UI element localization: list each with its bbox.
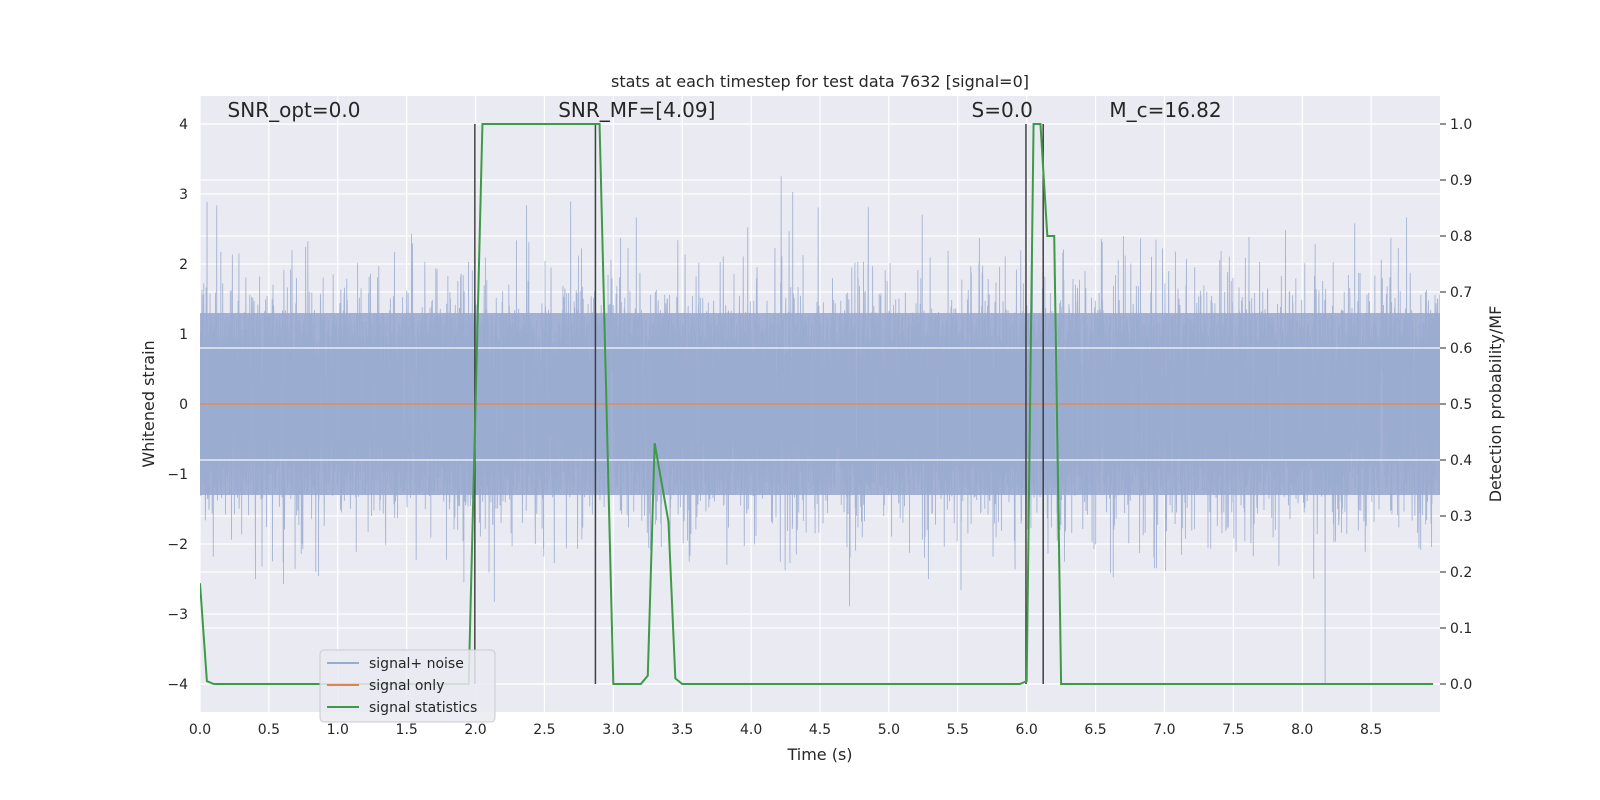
x-tick-label: 6.5 xyxy=(1084,722,1106,738)
x-tick-label: 8.0 xyxy=(1291,722,1313,738)
annotation-snr-mf: SNR_MF=[4.09] xyxy=(558,98,715,122)
y-tick-label-left: 1 xyxy=(179,327,188,343)
y-tick-label-left: −4 xyxy=(167,677,188,693)
y-axis-right: 1.0 0.9 0.8 0.7 0.6 0.5 0.4 0.3 0.2 0.1 0.0 xyxy=(1440,117,1472,693)
x-tick-label: 2.5 xyxy=(533,722,555,738)
x-tick-label: 4.0 xyxy=(740,722,762,738)
y-tick-label-right: 0.2 xyxy=(1450,565,1472,581)
y-tick-label-right: 1.0 xyxy=(1450,117,1472,133)
y-tick-label-left: −1 xyxy=(167,467,188,483)
x-tick-label: 7.5 xyxy=(1222,722,1244,738)
annotation-snr-opt: SNR_opt=0.0 xyxy=(228,98,361,122)
y-axis-left: 4 3 2 1 0 −1 −2 −3 −4 xyxy=(167,117,188,693)
y-tick-label-left: 4 xyxy=(179,117,188,133)
y-tick-label-left: 3 xyxy=(179,187,188,203)
x-tick-label: 1.5 xyxy=(396,722,418,738)
annotation-s-value: S=0.0 xyxy=(972,98,1033,122)
y-tick-label-left: −3 xyxy=(167,607,188,623)
annotation-mc-value: M_c=16.82 xyxy=(1109,98,1221,122)
x-tick-label: 8.5 xyxy=(1360,722,1382,738)
y-tick-label-right: 0.1 xyxy=(1450,621,1472,637)
x-axis: 0.0 0.5 1.0 1.5 2.0 2.5 3.0 3.5 4.0 4.5 5.0 5.5 6.0 6… xyxy=(189,722,1382,738)
x-tick-label: 7.0 xyxy=(1153,722,1175,738)
y-tick-label-right: 0.7 xyxy=(1450,285,1472,301)
y-tick-label-right: 0.0 xyxy=(1450,677,1472,693)
legend: signal+ noise signal only signal statist… xyxy=(319,649,496,723)
legend-box xyxy=(319,649,496,723)
y-tick-label-right: 0.3 xyxy=(1450,509,1472,525)
legend-label-signal-only: signal only xyxy=(369,678,444,694)
y-tick-label-left: 2 xyxy=(179,257,188,273)
x-tick-label: 3.5 xyxy=(671,722,693,738)
x-tick-label: 4.5 xyxy=(809,722,831,738)
legend-label-signal-statistics: signal statistics xyxy=(369,700,477,716)
x-tick-label: 5.0 xyxy=(878,722,900,738)
y-tick-label-right: 0.6 xyxy=(1450,341,1472,357)
y-axis-right-label: Detection probability/MF xyxy=(1486,306,1505,503)
x-tick-label: 2.0 xyxy=(464,722,486,738)
y-tick-label-right: 0.5 xyxy=(1450,397,1472,413)
x-tick-label: 3.0 xyxy=(602,722,624,738)
x-tick-label: 5.5 xyxy=(947,722,969,738)
x-tick-label: 6.0 xyxy=(1016,722,1038,738)
annotations: SNR_opt=0.0 SNR_MF=[4.09] S=0.0 M_c=16.82 xyxy=(228,98,1222,122)
y-axis-left-label: Whitened strain xyxy=(139,340,158,467)
x-tick-label: 0.5 xyxy=(258,722,280,738)
x-axis-label: Time (s) xyxy=(786,745,852,764)
y-tick-label-left: −2 xyxy=(167,537,188,553)
y-tick-label-right: 0.4 xyxy=(1450,453,1472,469)
chart-title: stats at each timestep for test data 763… xyxy=(611,72,1029,91)
x-tick-label: 1.0 xyxy=(327,722,349,738)
y-tick-label-right: 0.8 xyxy=(1450,229,1472,245)
y-tick-label-left: 0 xyxy=(179,397,188,413)
legend-label-signal-plus-noise: signal+ noise xyxy=(369,656,464,672)
y-tick-label-right: 0.9 xyxy=(1450,173,1472,189)
x-tick-label: 0.0 xyxy=(189,722,211,738)
